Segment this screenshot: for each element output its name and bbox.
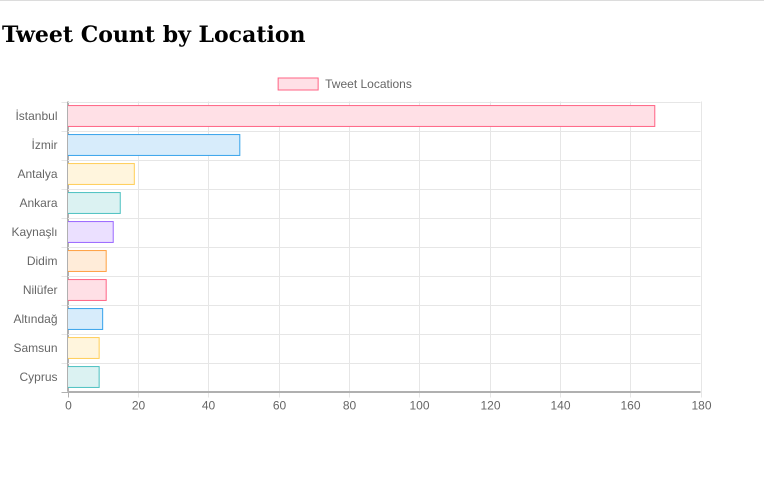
page-title: Tweet Count by Location — [2, 22, 306, 48]
x-tick-label: 180 — [691, 399, 711, 413]
x-tick-label: 80 — [343, 399, 357, 413]
y-tick-label: Ankara — [19, 196, 57, 210]
bar — [67, 134, 241, 156]
bar — [67, 221, 114, 243]
x-tick-label: 100 — [409, 399, 429, 413]
x-tick-label: 160 — [620, 399, 640, 413]
x-tick-label: 0 — [65, 399, 72, 413]
bar — [67, 308, 104, 330]
x-tick-label: 60 — [273, 399, 287, 413]
x-tick-label: 140 — [550, 399, 570, 413]
y-tick-label: Samsun — [13, 341, 57, 355]
y-tick-label: Kaynaşlı — [11, 225, 57, 239]
y-tick-label: İzmir — [32, 138, 58, 152]
bar — [67, 250, 107, 272]
y-tick-label: Altındağ — [13, 312, 57, 326]
bar — [67, 192, 121, 214]
bar — [67, 279, 107, 301]
y-tick-label: Nilüfer — [23, 283, 58, 297]
bar — [67, 105, 656, 127]
legend-label: Tweet Locations — [325, 77, 412, 91]
legend-swatch[interactable] — [277, 77, 319, 91]
y-tick-label: Didim — [27, 254, 58, 268]
bar — [67, 337, 100, 359]
bar — [67, 163, 135, 185]
y-tick-label: Antalya — [17, 167, 57, 181]
top-divider — [0, 0, 764, 1]
x-tick-label: 120 — [480, 399, 500, 413]
x-tick-label: 40 — [202, 399, 216, 413]
bar — [67, 366, 100, 388]
x-tick-label: 20 — [132, 399, 146, 413]
y-tick-label: İstanbul — [15, 109, 57, 123]
y-tick-label: Cyprus — [19, 370, 57, 384]
